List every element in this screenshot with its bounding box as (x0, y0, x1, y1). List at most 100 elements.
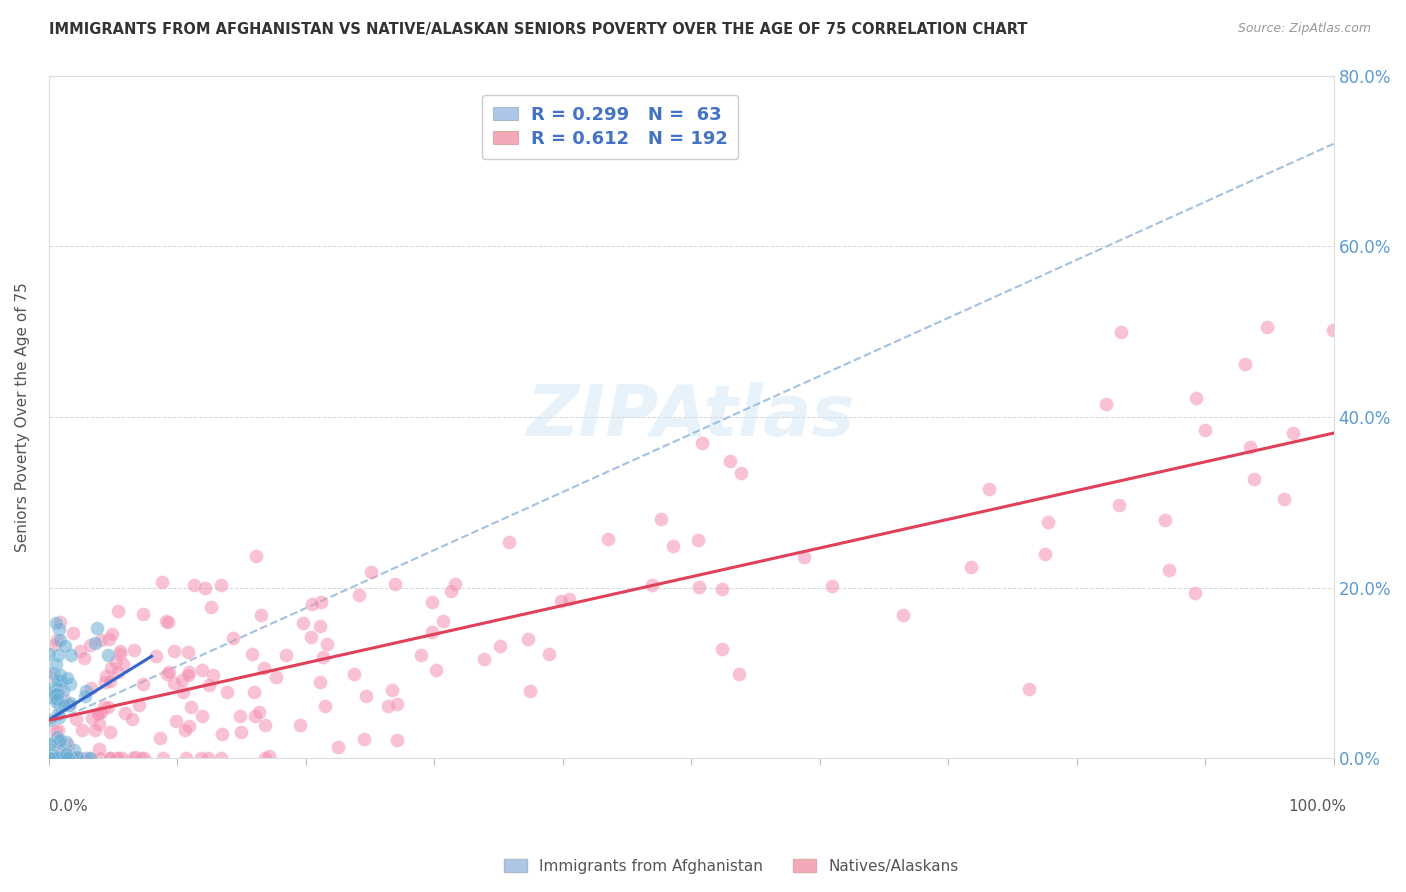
Point (48, 686, 70, 700)
Point (1322, 323, 1344, 337)
Point (259, 748, 281, 763)
Point (194, 582, 217, 596)
Point (150, 574, 173, 589)
Point (108, 643, 131, 657)
Point (156, 667, 179, 681)
Point (326, 739, 349, 754)
Point (58, 677, 80, 691)
Point (247, 705, 270, 719)
Point (718, 454, 741, 468)
Point (48, 682, 70, 697)
Point (384, 576, 406, 591)
Point (45, 724, 67, 739)
Point (488, 639, 510, 653)
Point (39, 668, 62, 682)
Point (41, 751, 63, 765)
Point (190, 751, 212, 765)
Point (98, 632, 121, 647)
Point (79, 751, 101, 765)
Point (174, 723, 197, 737)
Point (39, 682, 62, 697)
Point (60, 648, 83, 662)
Point (55, 751, 77, 765)
Point (49, 745, 72, 759)
Point (105, 655, 128, 669)
Point (62, 751, 84, 765)
Point (245, 549, 267, 563)
Point (385, 697, 408, 711)
Point (48, 741, 70, 756)
Point (41, 747, 63, 762)
Point (309, 674, 332, 689)
Point (240, 647, 263, 661)
Point (200, 599, 222, 614)
Point (107, 751, 129, 765)
Point (191, 663, 214, 677)
Point (472, 651, 495, 665)
Point (46, 723, 69, 737)
Point (145, 649, 167, 664)
Point (311, 649, 333, 664)
Point (53, 639, 76, 653)
Point (177, 667, 200, 681)
Point (70, 723, 93, 738)
Point (211, 727, 233, 741)
Point (598, 533, 620, 547)
Point (48, 698, 70, 712)
Point (55, 748, 77, 763)
Point (690, 435, 713, 450)
Point (49, 615, 72, 629)
Point (343, 667, 366, 681)
Point (49, 668, 72, 682)
Point (38, 751, 60, 765)
Point (112, 657, 135, 671)
Point (1109, 325, 1132, 339)
Point (89, 751, 111, 765)
Point (58, 698, 80, 712)
Point (177, 719, 200, 733)
Point (46, 674, 69, 689)
Point (197, 751, 219, 765)
Point (46, 707, 69, 722)
Point (793, 550, 815, 565)
Point (98, 674, 121, 689)
Point (1018, 682, 1040, 697)
Point (62, 751, 84, 765)
Point (249, 608, 271, 623)
Point (253, 661, 276, 675)
Point (39, 690, 62, 704)
Point (86, 706, 108, 721)
Point (70, 751, 93, 765)
Point (42, 665, 65, 680)
Point (62, 625, 84, 640)
Point (381, 682, 404, 697)
Point (83, 723, 105, 737)
Point (1239, 440, 1261, 454)
Point (51, 751, 73, 765)
Point (301, 598, 323, 612)
Point (96, 699, 118, 714)
Point (977, 483, 1000, 497)
Point (299, 630, 322, 644)
Point (243, 685, 266, 699)
Point (1256, 320, 1278, 334)
Point (46, 687, 69, 701)
Point (266, 670, 288, 684)
Legend: R = 0.299   N =  63, R = 0.612   N = 192: R = 0.299 N = 63, R = 0.612 N = 192 (482, 95, 738, 159)
Point (1095, 397, 1118, 411)
Point (98, 724, 121, 739)
Point (87, 706, 110, 721)
Point (45, 615, 67, 630)
Point (209, 751, 232, 765)
Text: ZIPAtlas: ZIPAtlas (527, 383, 855, 451)
Y-axis label: Seniors Poverty Over the Age of 75: Seniors Poverty Over the Age of 75 (15, 282, 30, 552)
Point (316, 638, 339, 652)
Point (52, 684, 75, 698)
Point (94, 674, 117, 689)
Point (39, 737, 62, 751)
Point (443, 577, 465, 591)
Point (314, 699, 336, 714)
Point (1233, 357, 1256, 371)
Point (87, 742, 110, 756)
Point (308, 619, 330, 633)
